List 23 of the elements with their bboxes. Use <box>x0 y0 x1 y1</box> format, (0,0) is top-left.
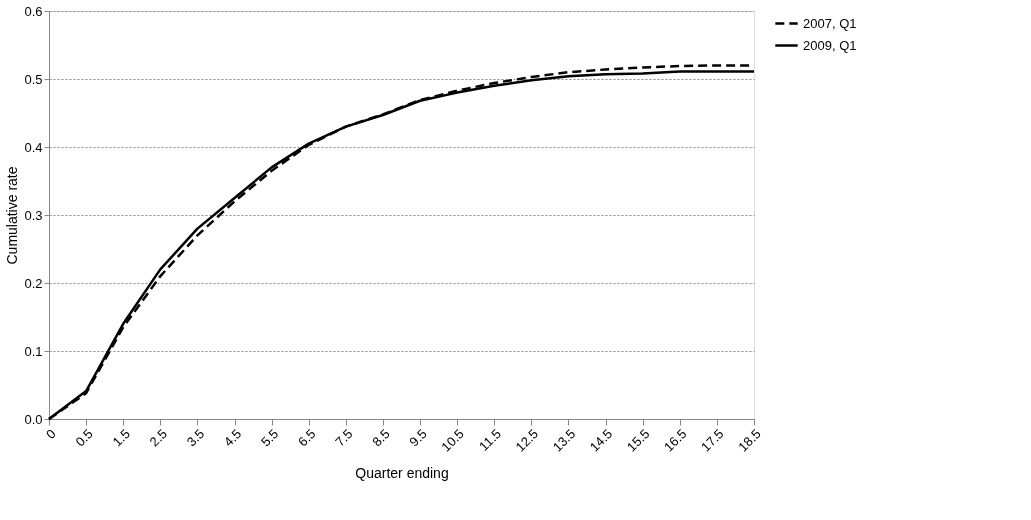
y-axis-title: Cumulative rate <box>4 166 21 265</box>
x-tick-label: 3.5 <box>183 426 208 450</box>
x-tick-label: 8.5 <box>369 426 393 450</box>
y-tick-label: 0.3 <box>24 207 43 223</box>
y-tick-label: 0.1 <box>24 343 43 359</box>
y-tick-label: 0.0 <box>24 411 43 427</box>
x-tick-label: 6.5 <box>295 426 319 450</box>
x-tick-label: 1.5 <box>109 426 133 450</box>
x-tick-label: 9.5 <box>406 426 430 450</box>
y-tick-label: 0.2 <box>24 275 43 291</box>
y-tick-label: 0.5 <box>24 71 43 87</box>
legend-label: 2009, Q1 <box>803 37 857 53</box>
x-tick-label: 5.5 <box>257 426 282 450</box>
x-axis-title: Quarter ending <box>355 464 449 481</box>
y-tick-label: 0.6 <box>24 3 43 19</box>
x-tick-label: 0 <box>42 426 59 442</box>
y-tick-label: 0.4 <box>24 139 43 155</box>
x-tick-label: 0.5 <box>72 426 96 450</box>
x-tick-label: 2.5 <box>146 426 171 450</box>
x-tick-label: 7.5 <box>332 426 356 450</box>
x-tick-label: 4.5 <box>220 426 245 450</box>
legend-label: 2007, Q1 <box>803 15 857 31</box>
x-tick-label: 11.5 <box>476 426 504 454</box>
